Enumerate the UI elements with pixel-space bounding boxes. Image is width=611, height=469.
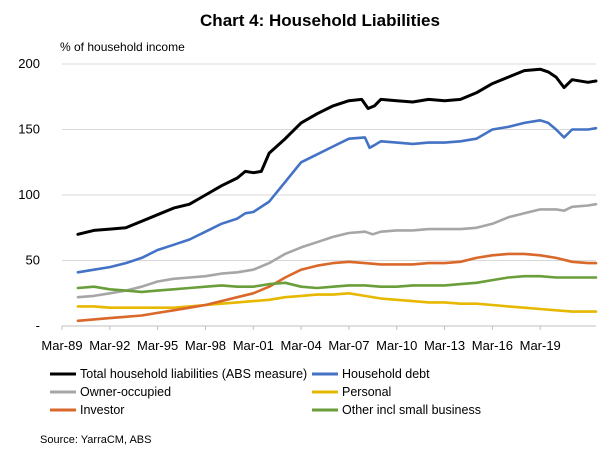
legend-label-household-debt: Household debt	[342, 367, 430, 381]
x-tick-labels: Mar-89 Mar-92 Mar-95 Mar-98 Mar-01 Mar-04 Mar-…	[41, 338, 560, 353]
source-note: Source: YarraCM, ABS	[40, 434, 151, 446]
legend-label-other-incl-small-business: Other incl small business	[342, 403, 481, 417]
series-line-household-debt	[76, 119, 598, 274]
x-tick-label-2: Mar-95	[137, 338, 178, 353]
y-tick-label-4: 200	[18, 56, 40, 71]
x-tick-label-0: Mar-89	[41, 338, 82, 353]
legend-label-personal: Personal	[342, 385, 391, 399]
x-tick-label-1: Mar-92	[89, 338, 130, 353]
x-tick-label-6: Mar-07	[328, 338, 369, 353]
x-tick-label-9: Mar-16	[472, 338, 513, 353]
x-tick-label-7: Mar-10	[376, 338, 417, 353]
gridlines	[62, 63, 596, 261]
x-tick-label-5: Mar-04	[281, 338, 322, 353]
y-tick-label-3: 150	[18, 122, 40, 137]
y-tick-label-0: -	[36, 318, 40, 333]
legend: Total household liabilities (ABS measure…	[50, 367, 481, 417]
y-tick-label-1: 50	[26, 253, 40, 268]
chart-title: Chart 4: Household Liabilities	[200, 11, 440, 30]
series-line-personal	[76, 292, 598, 313]
axes	[61, 325, 596, 330]
series-lines	[76, 67, 598, 323]
x-tick-label-3: Mar-98	[185, 338, 226, 353]
x-tick-label-4: Mar-01	[233, 338, 274, 353]
x-tick-label-10: Mar-19	[520, 338, 561, 353]
x-tick-label-8: Mar-13	[424, 338, 465, 353]
legend-label-total-household-liabilities-abs-measure: Total household liabilities (ABS measure…	[80, 367, 307, 381]
y-tick-label-2: 100	[18, 187, 40, 202]
y-axis-label: % of household income	[60, 40, 185, 54]
y-tick-labels: - 50 100 150 200	[18, 56, 40, 333]
legend-label-investor: Investor	[80, 403, 124, 417]
series-line-owner-occupied	[76, 202, 598, 299]
series-line-other-incl-small-business	[76, 274, 598, 294]
series-line-investor	[76, 252, 598, 323]
legend-label-owner-occupied: Owner-occupied	[80, 385, 171, 399]
series-line-total-household-liabilities-abs-measure	[76, 67, 598, 236]
